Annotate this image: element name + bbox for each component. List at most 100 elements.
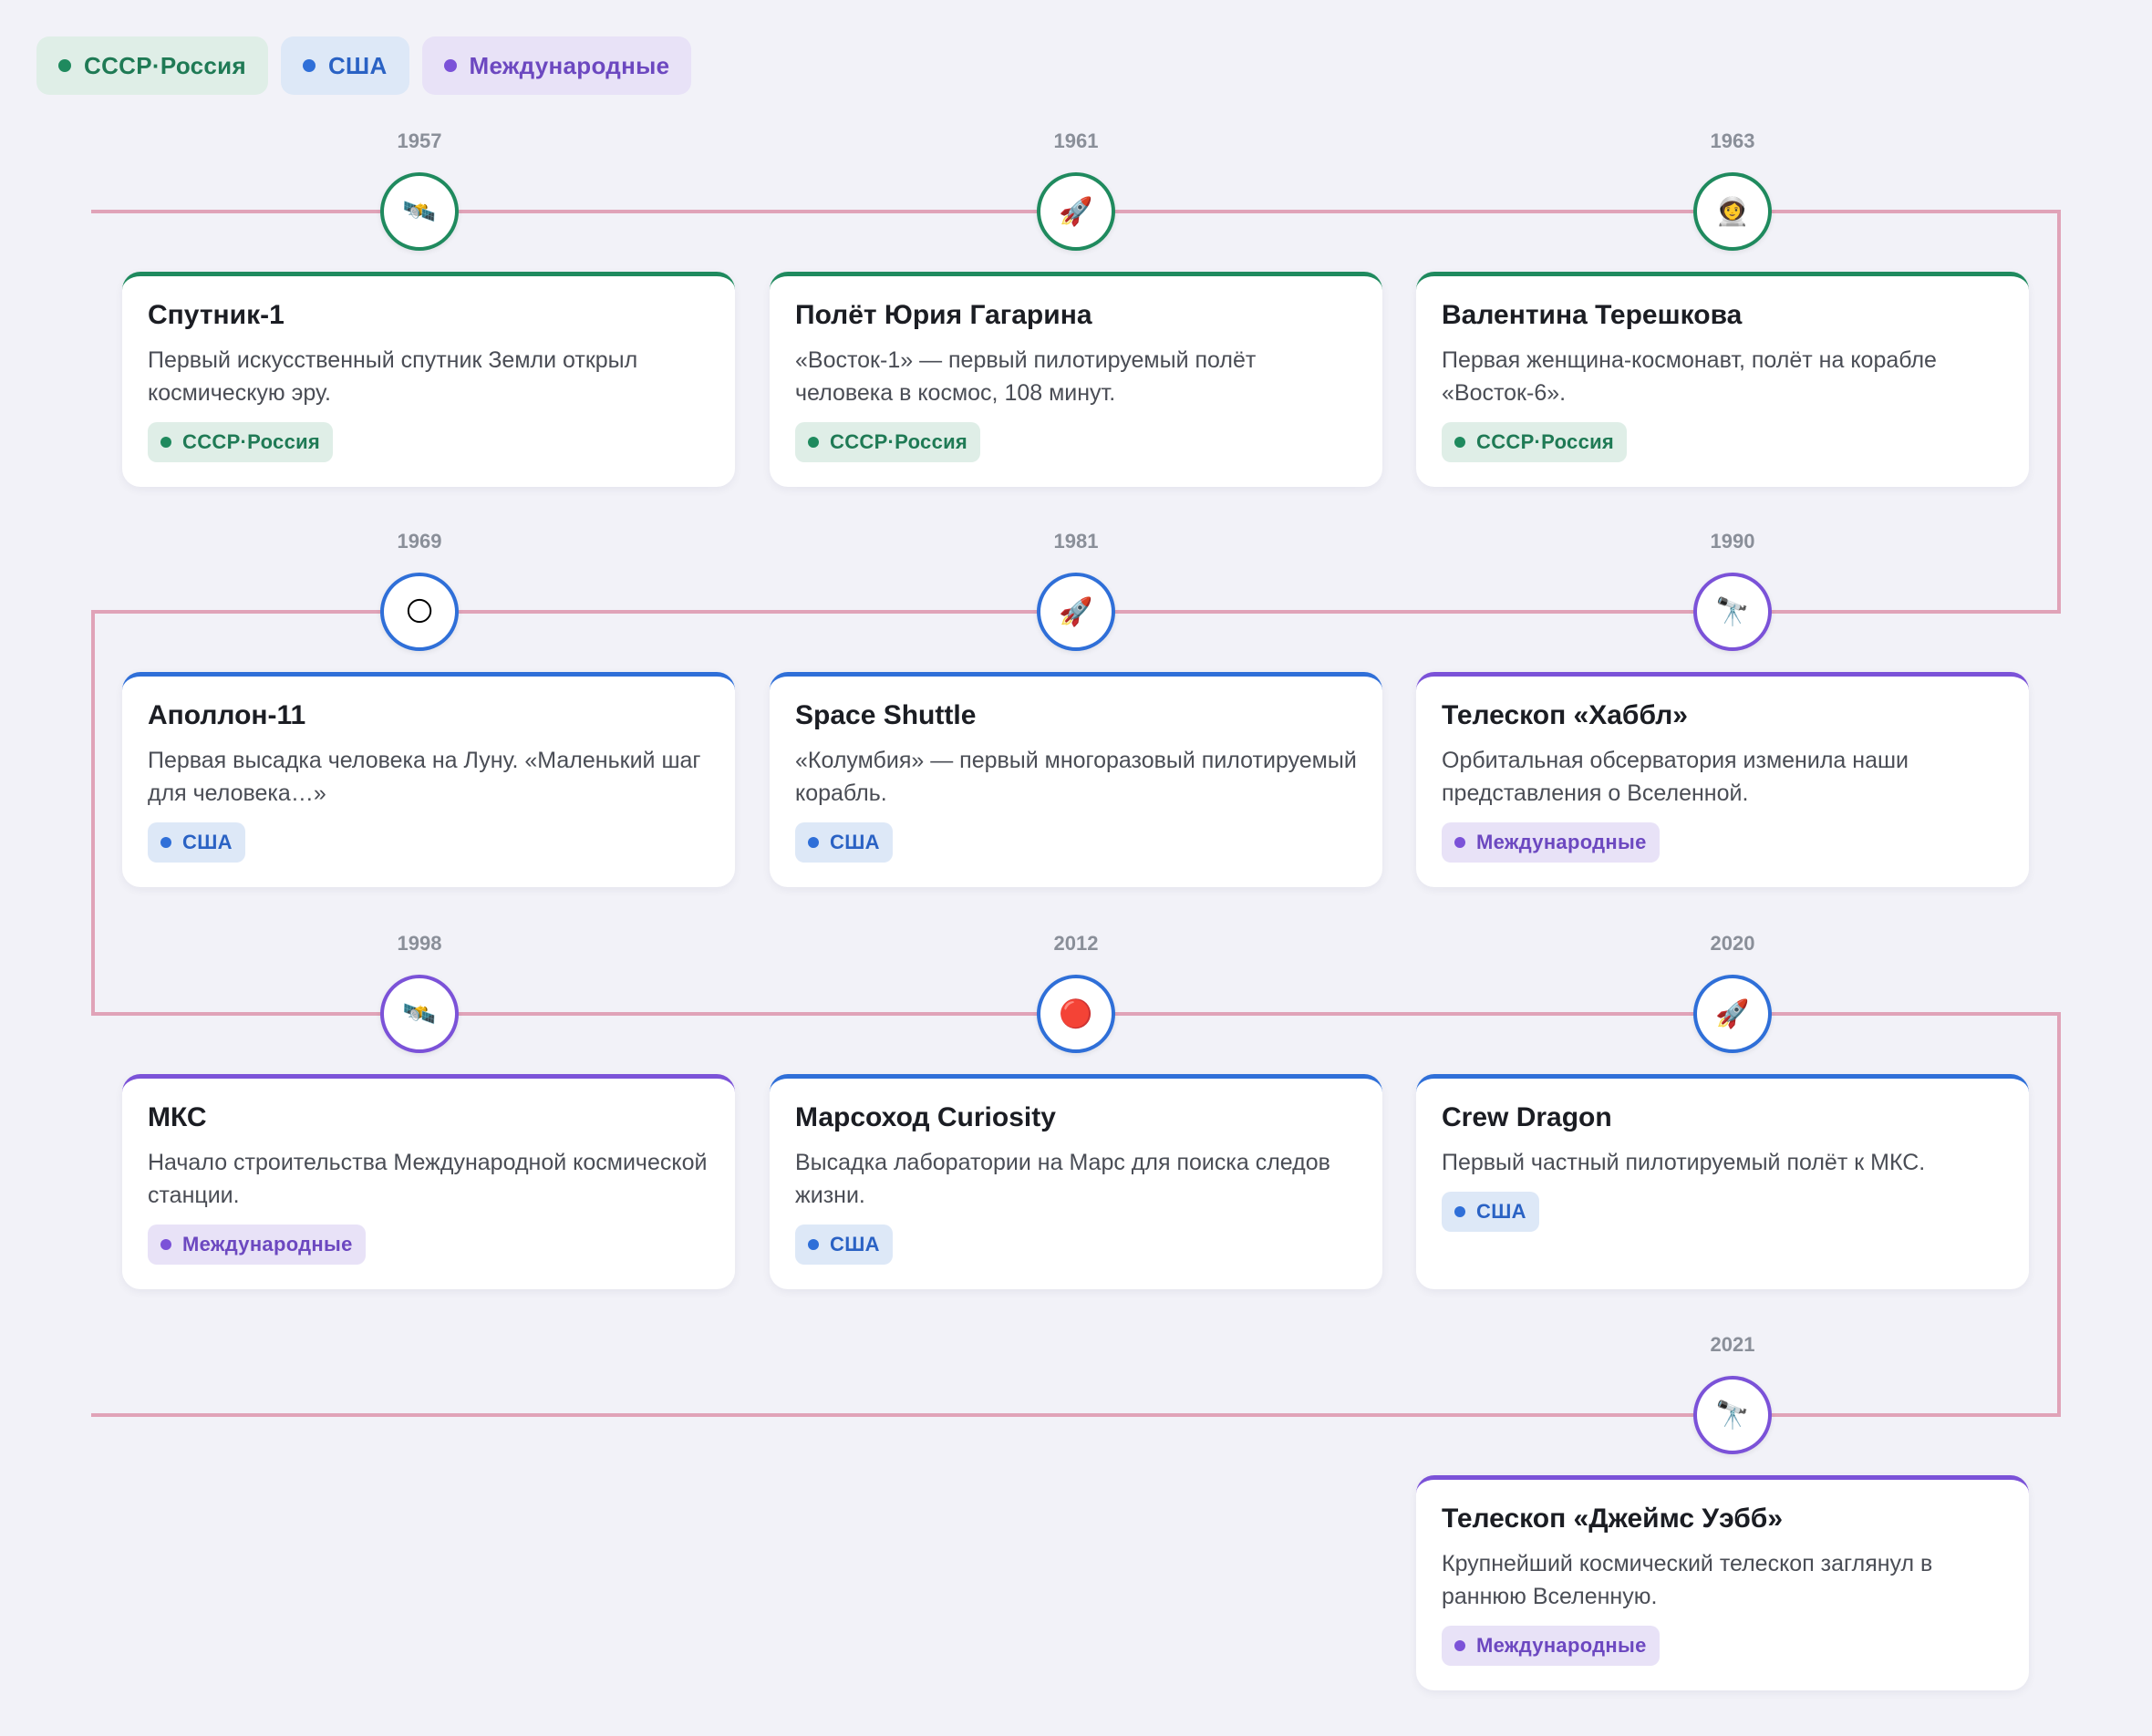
event-card[interactable]: Спутник-1 Первый искусственный спутник Зе…	[122, 272, 735, 487]
event-node[interactable]: 🔭	[1693, 1376, 1772, 1454]
legend-label: США	[327, 51, 388, 79]
event-card[interactable]: Полёт Юрия Гагарина «Восток-1» — первый п…	[770, 272, 1382, 487]
event-title: Телескоп «Хаббл»	[1442, 700, 1688, 730]
event-tag: СССР·Россия	[795, 422, 981, 462]
event-year: 2012	[1053, 932, 1099, 955]
astronaut-icon: 👩‍🚀	[1715, 196, 1750, 227]
event-title: МКС	[148, 1102, 207, 1132]
event-card[interactable]: МКС Начало строительства Международной ко…	[122, 1074, 735, 1289]
event-description: Орбитальная обсерватория изменила наши п…	[1442, 748, 1909, 806]
tag-label: СССР·Россия	[182, 430, 321, 453]
moon-icon: 🌕	[405, 596, 434, 627]
tag-dot-icon	[1454, 1640, 1465, 1651]
tag-label: США	[830, 831, 880, 853]
event-year: 1963	[1710, 129, 1755, 152]
tag-dot-icon	[808, 437, 819, 448]
event-description: Крупнейший космический телескоп заглянул…	[1442, 1551, 1933, 1609]
tag-dot-icon	[160, 837, 171, 848]
event-title: Марсоход Curiosity	[795, 1102, 1056, 1132]
event-tag: США	[795, 822, 893, 863]
legend-dot-icon	[302, 59, 316, 72]
legend-dot-icon	[443, 59, 457, 72]
legend-item-ussr-russia[interactable]: СССР·Россия	[36, 36, 268, 95]
event-year: 1961	[1053, 129, 1099, 152]
event-card[interactable]: Space Shuttle «Колумбия» — первый многора…	[770, 672, 1382, 887]
tag-label: Международные	[182, 1233, 353, 1256]
tag-label: Международные	[1476, 1634, 1647, 1657]
telescope-icon: 🔭	[1715, 1400, 1750, 1431]
tag-dot-icon	[1454, 437, 1465, 448]
event-tag: США	[148, 822, 245, 863]
tag-dot-icon	[1454, 837, 1465, 848]
rocket-icon: 🚀	[1715, 998, 1750, 1029]
tag-dot-icon	[808, 1239, 819, 1250]
event-tag: США	[795, 1224, 893, 1265]
event-description: Высадка лаборатории на Марс для поиска с…	[795, 1150, 1330, 1208]
event-card[interactable]: Аполлон-11 Первая высадка человека на Лун…	[122, 672, 735, 887]
event-tag: СССР·Россия	[148, 422, 334, 462]
event-year: 1981	[1053, 530, 1099, 553]
event-card[interactable]: Crew Dragon Первый частный пилотируемый п…	[1416, 1074, 2029, 1289]
tag-dot-icon	[808, 837, 819, 848]
rocket-icon: 🚀	[1059, 196, 1093, 227]
rocket-icon: 🚀	[1059, 596, 1093, 627]
event-title: Space Shuttle	[795, 700, 977, 730]
event-node[interactable]: 👩‍🚀	[1693, 172, 1772, 251]
red-planet-icon: 🔴	[1059, 998, 1093, 1029]
tag-label: США	[830, 1233, 880, 1256]
event-year: 1998	[397, 932, 442, 955]
event-node[interactable]: 🔭	[1693, 573, 1772, 651]
satellite-icon: 🛰️	[402, 998, 437, 1029]
event-node[interactable]: 🛰️	[380, 975, 459, 1053]
event-year: 1969	[397, 530, 442, 553]
event-title: Аполлон-11	[148, 700, 306, 730]
event-description: Первый частный пилотируемый полёт к МКС.	[1442, 1150, 1926, 1175]
event-card[interactable]: Марсоход Curiosity Высадка лаборатории на…	[770, 1074, 1382, 1289]
event-title: Телескоп «Джеймс Уэбб»	[1442, 1504, 1784, 1534]
tag-label: Международные	[1476, 831, 1647, 853]
tag-label: США	[1476, 1200, 1526, 1223]
event-description: Первый искусственный спутник Земли откры…	[148, 347, 638, 406]
event-description: «Колумбия» — первый многоразовый пилотир…	[795, 748, 1357, 806]
event-year: 1957	[397, 129, 442, 152]
tag-dot-icon	[160, 1239, 171, 1250]
event-description: Первая высадка человека на Луну. «Малень…	[148, 748, 701, 806]
event-card[interactable]: Телескоп «Хаббл» Орбитальная обсерватория…	[1416, 672, 2029, 887]
event-title: Crew Dragon	[1442, 1102, 1612, 1132]
legend-dot-icon	[58, 59, 71, 72]
tag-dot-icon	[1454, 1206, 1465, 1217]
legend: СССР·Россия США Международные	[36, 36, 692, 95]
tag-label: СССР·Россия	[1476, 430, 1615, 453]
event-title: Спутник-1	[148, 300, 285, 330]
event-year: 2021	[1710, 1333, 1755, 1356]
event-card[interactable]: Валентина Терешкова Первая женщина-космон…	[1416, 272, 2029, 487]
tag-label: СССР·Россия	[830, 430, 968, 453]
event-node[interactable]: 🚀	[1693, 975, 1772, 1053]
event-year: 1990	[1710, 530, 1755, 553]
event-description: «Восток-1» — первый пилотируемый полёт ч…	[795, 347, 1257, 406]
event-tag: СССР·Россия	[1442, 422, 1628, 462]
legend-label: СССР·Россия	[84, 51, 246, 79]
satellite-icon: 🛰️	[402, 196, 437, 227]
legend-item-international[interactable]: Международные	[421, 36, 692, 95]
event-year: 2020	[1710, 932, 1755, 955]
event-node[interactable]: 🌕	[380, 573, 459, 651]
event-card[interactable]: Телескоп «Джеймс Уэбб» Крупнейший космиче…	[1416, 1475, 2029, 1690]
event-title: Валентина Терешкова	[1442, 300, 1743, 330]
event-node[interactable]: 🔴	[1037, 975, 1115, 1053]
tag-dot-icon	[160, 437, 171, 448]
legend-label: Международные	[469, 51, 670, 79]
event-tag: США	[1442, 1192, 1539, 1232]
legend-item-usa[interactable]: США	[280, 36, 409, 95]
event-tag: Международные	[1442, 1626, 1660, 1666]
event-tag: Международные	[148, 1224, 366, 1265]
event-description: Начало строительства Международной косми…	[148, 1150, 708, 1208]
event-node[interactable]: 🚀	[1037, 573, 1115, 651]
event-description: Первая женщина-космонавт, полёт на кораб…	[1442, 347, 1937, 406]
event-node[interactable]: 🚀	[1037, 172, 1115, 251]
event-tag: Международные	[1442, 822, 1660, 863]
event-node[interactable]: 🛰️	[380, 172, 459, 251]
telescope-icon: 🔭	[1715, 596, 1750, 627]
event-title: Полёт Юрия Гагарина	[795, 300, 1092, 330]
